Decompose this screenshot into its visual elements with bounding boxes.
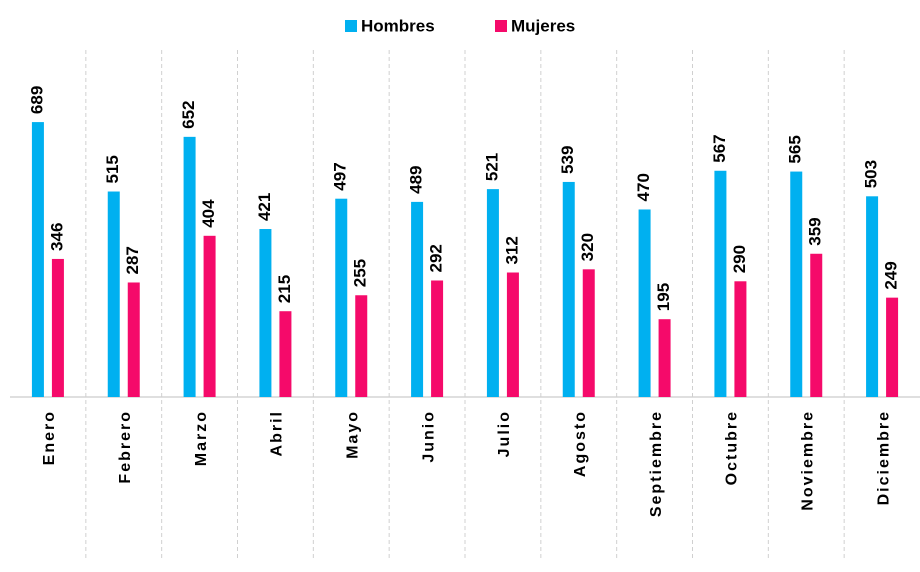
bar: [734, 281, 747, 397]
bar: [582, 269, 595, 397]
bar: [658, 319, 671, 397]
bar: [335, 198, 348, 397]
bar: [279, 311, 292, 397]
x-tick-label: Mayo: [344, 410, 361, 459]
bar: [183, 136, 196, 398]
bar: [886, 297, 899, 397]
legend-swatch: [495, 20, 507, 32]
value-label: 515: [103, 155, 122, 183]
bar: [355, 295, 368, 397]
bar: [51, 258, 64, 397]
value-label: 346: [47, 223, 66, 251]
x-tick-label: Octubre: [724, 410, 741, 485]
value-label: 497: [331, 162, 350, 190]
legend-label: Mujeres: [511, 16, 575, 35]
x-tick-label: Agosto: [572, 410, 589, 477]
value-label: 290: [730, 245, 749, 273]
value-label: 652: [179, 100, 198, 128]
value-label: 565: [786, 135, 805, 163]
legend-label: Hombres: [361, 16, 435, 35]
bar: [506, 272, 519, 397]
bar: [431, 280, 444, 397]
x-tick-label: Junio: [420, 410, 437, 463]
value-label: 255: [351, 259, 370, 287]
bar: [411, 201, 424, 397]
x-tick-label: Julio: [496, 410, 513, 457]
x-tick-label: Noviembre: [799, 410, 816, 511]
bar: [107, 191, 120, 397]
value-label: 312: [502, 236, 521, 264]
value-label: 689: [27, 86, 46, 114]
value-label: 292: [427, 244, 446, 272]
value-label: 567: [710, 134, 729, 162]
bar: [866, 196, 879, 397]
value-label: 404: [199, 199, 218, 228]
bar: [31, 122, 44, 398]
x-tick-label: Diciembre: [875, 410, 892, 505]
value-label: 320: [578, 233, 597, 261]
value-label: 249: [882, 261, 901, 289]
bar: [203, 235, 216, 397]
bar: [638, 209, 651, 397]
x-tick-label: Marzo: [193, 410, 210, 466]
value-label: 539: [558, 146, 577, 174]
value-label: 489: [407, 166, 426, 194]
x-tick-label: Septiembre: [648, 410, 665, 517]
bar: [562, 181, 575, 397]
value-label: 521: [482, 153, 501, 181]
value-label: 287: [123, 246, 142, 274]
value-label: 503: [862, 160, 881, 188]
value-label: 421: [255, 193, 274, 221]
x-tick-label: Abril: [269, 410, 286, 456]
bar: [259, 229, 272, 397]
bar: [127, 282, 140, 397]
bar: [714, 170, 727, 397]
x-tick-label: Enero: [41, 410, 58, 465]
bar: [486, 189, 499, 397]
value-label: 215: [275, 275, 294, 303]
value-label: 470: [634, 173, 653, 201]
legend-swatch: [345, 20, 357, 32]
value-label: 359: [806, 217, 825, 245]
value-label: 195: [654, 283, 673, 311]
bar: [810, 253, 823, 397]
x-tick-label: Febrero: [117, 410, 134, 484]
bar: [790, 171, 803, 397]
